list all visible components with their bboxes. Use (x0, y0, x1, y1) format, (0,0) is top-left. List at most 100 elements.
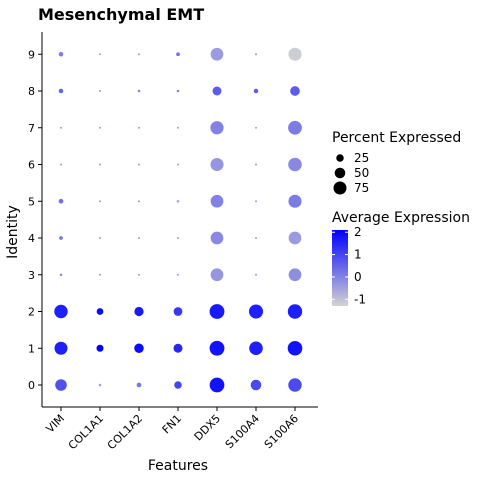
color-legend-label: 0 (354, 270, 362, 284)
color-legend-label: -1 (354, 292, 366, 306)
dot-DDX5-6 (210, 157, 224, 172)
y-tick-label: 6 (28, 159, 35, 172)
dot-COL1A2-1 (134, 343, 144, 353)
dot-S100A4-2 (248, 304, 264, 319)
dot-S100A4-6 (254, 163, 258, 166)
dot-S100A6-9 (288, 47, 302, 61)
x-tick-label: FN1 (160, 412, 184, 436)
dot-COL1A1-6 (98, 163, 102, 166)
dot-FN1-8 (176, 89, 180, 93)
dot-DDX5-3 (210, 268, 224, 282)
dot-S100A4-3 (254, 273, 258, 276)
size-legend-dot (334, 167, 346, 179)
dot-S100A4-5 (254, 200, 258, 203)
dot-FN1-4 (176, 236, 180, 240)
y-tick-label: 5 (28, 195, 35, 208)
x-tick-label: COL1A2 (105, 412, 145, 452)
dot-FN1-3 (176, 273, 180, 276)
dot-S100A6-3 (288, 268, 302, 282)
dot-DDX5-1 (209, 340, 225, 356)
dot-VIM-5 (58, 198, 64, 204)
dot-S100A6-8 (290, 86, 300, 96)
dot-S100A6-7 (288, 120, 302, 135)
dot-COL1A2-7 (137, 126, 141, 129)
size-legend-dot (336, 154, 344, 162)
x-tick-label: DDX5 (192, 412, 223, 443)
y-tick-label: 3 (28, 269, 35, 282)
dot-S100A4-1 (249, 341, 263, 356)
y-tick-label: 2 (28, 306, 35, 319)
dot-COL1A1-9 (98, 53, 102, 56)
dot-S100A4-7 (254, 126, 258, 129)
dot-DDX5-4 (210, 231, 224, 245)
size-legend-title: Percent Expressed (332, 130, 461, 146)
dot-COL1A2-9 (137, 53, 141, 56)
dot-COL1A1-1 (96, 344, 104, 352)
dot-S100A6-6 (288, 157, 302, 172)
dot-DDX5-0 (209, 377, 225, 393)
size-legend-label: 75 (354, 181, 369, 195)
x-axis-title: Features (148, 458, 208, 474)
dot-FN1-0 (174, 381, 182, 389)
dot-S100A6-2 (287, 304, 303, 319)
dot-COL1A2-0 (136, 382, 142, 388)
dot-VIM-6 (59, 163, 63, 166)
x-tick-label: VIM (44, 412, 68, 436)
y-tick-label: 8 (28, 85, 35, 98)
y-tick-label: 7 (28, 122, 35, 135)
dot-COL1A1-8 (98, 89, 102, 93)
dot-VIM-0 (55, 379, 67, 391)
dot-FN1-7 (176, 126, 180, 129)
dot-DDX5-5 (210, 194, 224, 208)
dot-VIM-2 (54, 304, 68, 319)
y-tick-label: 1 (28, 342, 35, 355)
dot-VIM-3 (59, 273, 63, 277)
dot-COL1A1-3 (98, 273, 102, 276)
dot-VIM-9 (58, 52, 64, 57)
y-axis-title: Identity (5, 205, 21, 259)
dot-FN1-5 (176, 199, 180, 203)
dot-S100A4-9 (254, 53, 258, 56)
y-tick-label: 4 (28, 232, 35, 245)
dot-DDX5-9 (210, 47, 224, 61)
color-legend-colorbar (332, 230, 348, 306)
color-legend-title: Average Expression (332, 210, 470, 226)
dot-FN1-6 (176, 163, 180, 166)
size-legend-label: 25 (354, 151, 369, 165)
dot-COL1A2-8 (137, 89, 141, 93)
dot-S100A6-0 (288, 378, 302, 392)
dot-COL1A2-4 (137, 236, 141, 240)
dot-VIM-8 (58, 88, 64, 94)
y-tick-label: 9 (28, 48, 35, 61)
dot-COL1A2-6 (137, 163, 141, 166)
dot-COL1A2-2 (134, 306, 144, 317)
dot-FN1-2 (173, 307, 183, 316)
dot-COL1A2-5 (137, 200, 141, 203)
size-legend-dot (333, 181, 347, 195)
x-tick-label: COL1A1 (66, 412, 106, 452)
dot-S100A6-1 (287, 340, 303, 356)
dot-COL1A1-5 (98, 200, 102, 203)
dot-DDX5-8 (212, 86, 222, 96)
dot-S100A4-0 (250, 379, 262, 391)
dot-VIM-4 (59, 236, 63, 240)
dot-COL1A2-3 (137, 273, 141, 276)
dot-S100A4-8 (253, 88, 259, 94)
color-legend: Average Expression 2 1 0 -1 (332, 210, 470, 306)
dot-FN1-9 (176, 52, 180, 57)
chart-title: Mesenchymal EMT (38, 5, 204, 24)
dot-VIM-7 (59, 126, 63, 129)
dot-FN1-1 (173, 343, 183, 353)
dot-COL1A1-0 (98, 383, 102, 387)
dot-VIM-1 (54, 341, 68, 355)
color-legend-label: 2 (354, 225, 362, 239)
y-tick-label: 0 (28, 379, 35, 392)
color-legend-label: 1 (354, 248, 362, 262)
x-tick-label: S100A6 (262, 412, 301, 451)
dot-S100A6-5 (288, 194, 302, 208)
dot-COL1A1-2 (96, 308, 104, 315)
